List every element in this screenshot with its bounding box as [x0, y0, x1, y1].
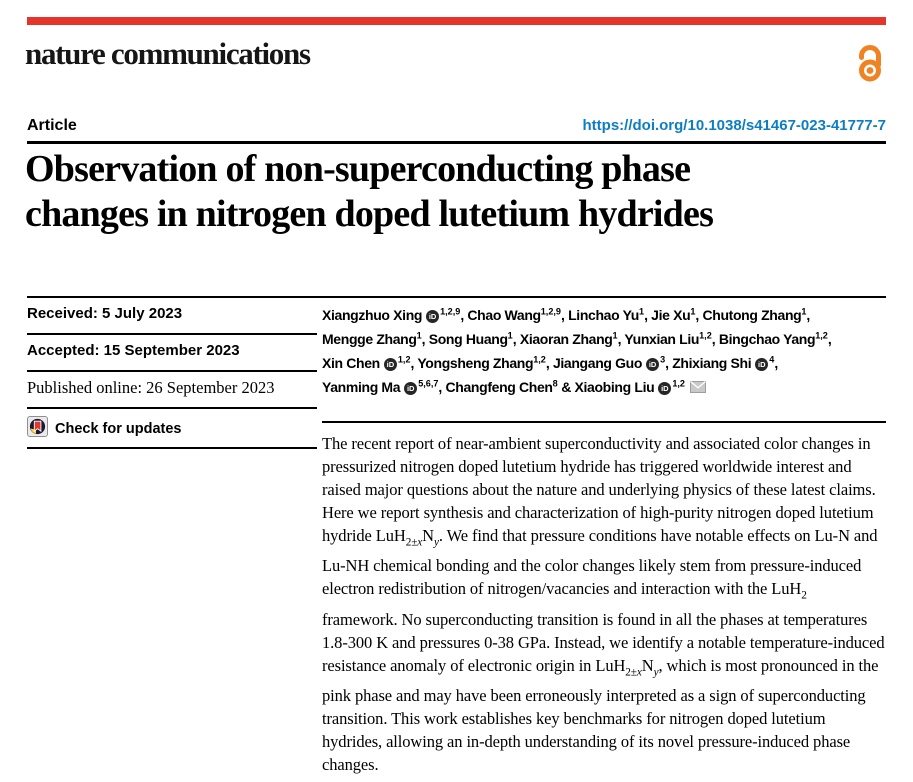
check-for-updates-label: Check for updates — [55, 420, 182, 437]
author-affiliations: 3 — [660, 354, 666, 365]
author-name: Changfeng Chen — [445, 379, 553, 395]
author-separator: & — [557, 379, 575, 395]
author-separator: , — [545, 355, 553, 371]
check-for-updates-button[interactable]: Check for updates — [27, 409, 317, 449]
author-name: Zhixiang Shi — [672, 355, 752, 371]
author-separator: , — [695, 307, 703, 323]
author-separator: , — [644, 307, 652, 323]
author-name: Yongsheng Zhang — [417, 355, 534, 371]
author-affiliations: 1 — [507, 330, 513, 341]
author-affiliations: 1 — [639, 306, 645, 317]
accepted-date: Accepted: 15 September 2023 — [27, 335, 317, 372]
crossmark-icon — [27, 416, 48, 441]
author-name: Song Huang — [428, 331, 508, 347]
doi-link[interactable]: https://doi.org/10.1038/s41467-023-41777… — [582, 117, 887, 134]
author-affiliations: 1,2 — [815, 330, 828, 341]
author-separator: , — [774, 355, 778, 371]
email-icon[interactable] — [689, 379, 706, 395]
article-meta-row: Article https://doi.org/10.1038/s41467-0… — [27, 117, 886, 135]
author-affiliations: 1 — [612, 330, 618, 341]
journal-logo: nature communications — [25, 36, 311, 71]
author-separator: , — [617, 331, 625, 347]
author-separator: , — [438, 379, 446, 395]
author-separator: , — [421, 331, 429, 347]
orcid-icon[interactable]: iD — [404, 382, 418, 395]
orcid-icon[interactable]: iD — [755, 358, 769, 371]
author-affiliations: 5,6,7 — [418, 378, 439, 389]
author-name: Chao Wang — [467, 307, 541, 323]
published-date: Published online: 26 September 2023 — [27, 372, 317, 409]
author-name: Xin Chen — [322, 355, 380, 371]
author-affiliations: 1,2 — [672, 378, 685, 389]
orcid-icon[interactable]: iD — [658, 382, 672, 395]
article-history-sidebar: Received: 5 July 2023 Accepted: 15 Septe… — [27, 298, 317, 449]
author-affiliations: 1,2,9 — [440, 306, 461, 317]
author-name: Xiaoran Zhang — [519, 331, 613, 347]
author-affiliations: 4 — [769, 354, 775, 365]
author-separator: , — [827, 331, 832, 347]
author-name: Yanming Ma — [322, 379, 401, 395]
orcid-icon[interactable]: iD — [383, 358, 397, 371]
article-main-column: Xiangzhuo Xing iD1,2,9, Chao Wang1,2,9, L… — [322, 298, 886, 776]
orcid-icon[interactable]: iD — [426, 310, 440, 323]
article-type-label: Article — [27, 117, 77, 134]
masthead-rule — [27, 17, 886, 25]
author-name: Xiaobing Liu — [574, 379, 655, 395]
abstract-divider — [322, 421, 886, 423]
author-affiliations: 1,2 — [699, 330, 712, 341]
author-affiliations: 8 — [552, 378, 558, 389]
author-name: Yunxian Liu — [624, 331, 700, 347]
author-separator: , — [512, 331, 520, 347]
author-affiliations: 1,2,9 — [540, 306, 561, 317]
author-separator: , — [711, 331, 719, 347]
author-name: Linchao Yu — [568, 307, 640, 323]
author-separator: , — [460, 307, 468, 323]
article-title: Observation of non-superconducting phase… — [25, 148, 714, 235]
author-name: Chutong Zhang — [702, 307, 802, 323]
author-name: Jiangang Guo — [552, 355, 643, 371]
author-affiliations: 1 — [416, 330, 422, 341]
abstract-text: The recent report of near-ambient superc… — [322, 434, 885, 774]
header-divider — [27, 141, 886, 144]
columns-top-divider — [27, 296, 886, 298]
author-separator: , — [410, 355, 418, 371]
author-affiliations: 1 — [690, 306, 696, 317]
author-separator: , — [665, 355, 673, 371]
author-separator: , — [560, 307, 569, 323]
open-access-icon — [854, 42, 886, 87]
author-affiliations: 1,2 — [533, 354, 546, 365]
author-affiliations: 1,2 — [397, 354, 411, 365]
orcid-icon[interactable]: iD — [646, 358, 660, 371]
author-name: Bingchao Yang — [718, 331, 816, 347]
author-name: Jie Xu — [651, 307, 691, 323]
received-date: Received: 5 July 2023 — [27, 298, 317, 335]
author-affiliations: 1 — [801, 306, 807, 317]
author-list: Xiangzhuo Xing iD1,2,9, Chao Wang1,2,9, L… — [322, 303, 886, 399]
author-name: Mengge Zhang — [322, 331, 417, 347]
author-name: Xiangzhuo Xing — [322, 307, 423, 323]
author-separator: , — [806, 307, 810, 323]
